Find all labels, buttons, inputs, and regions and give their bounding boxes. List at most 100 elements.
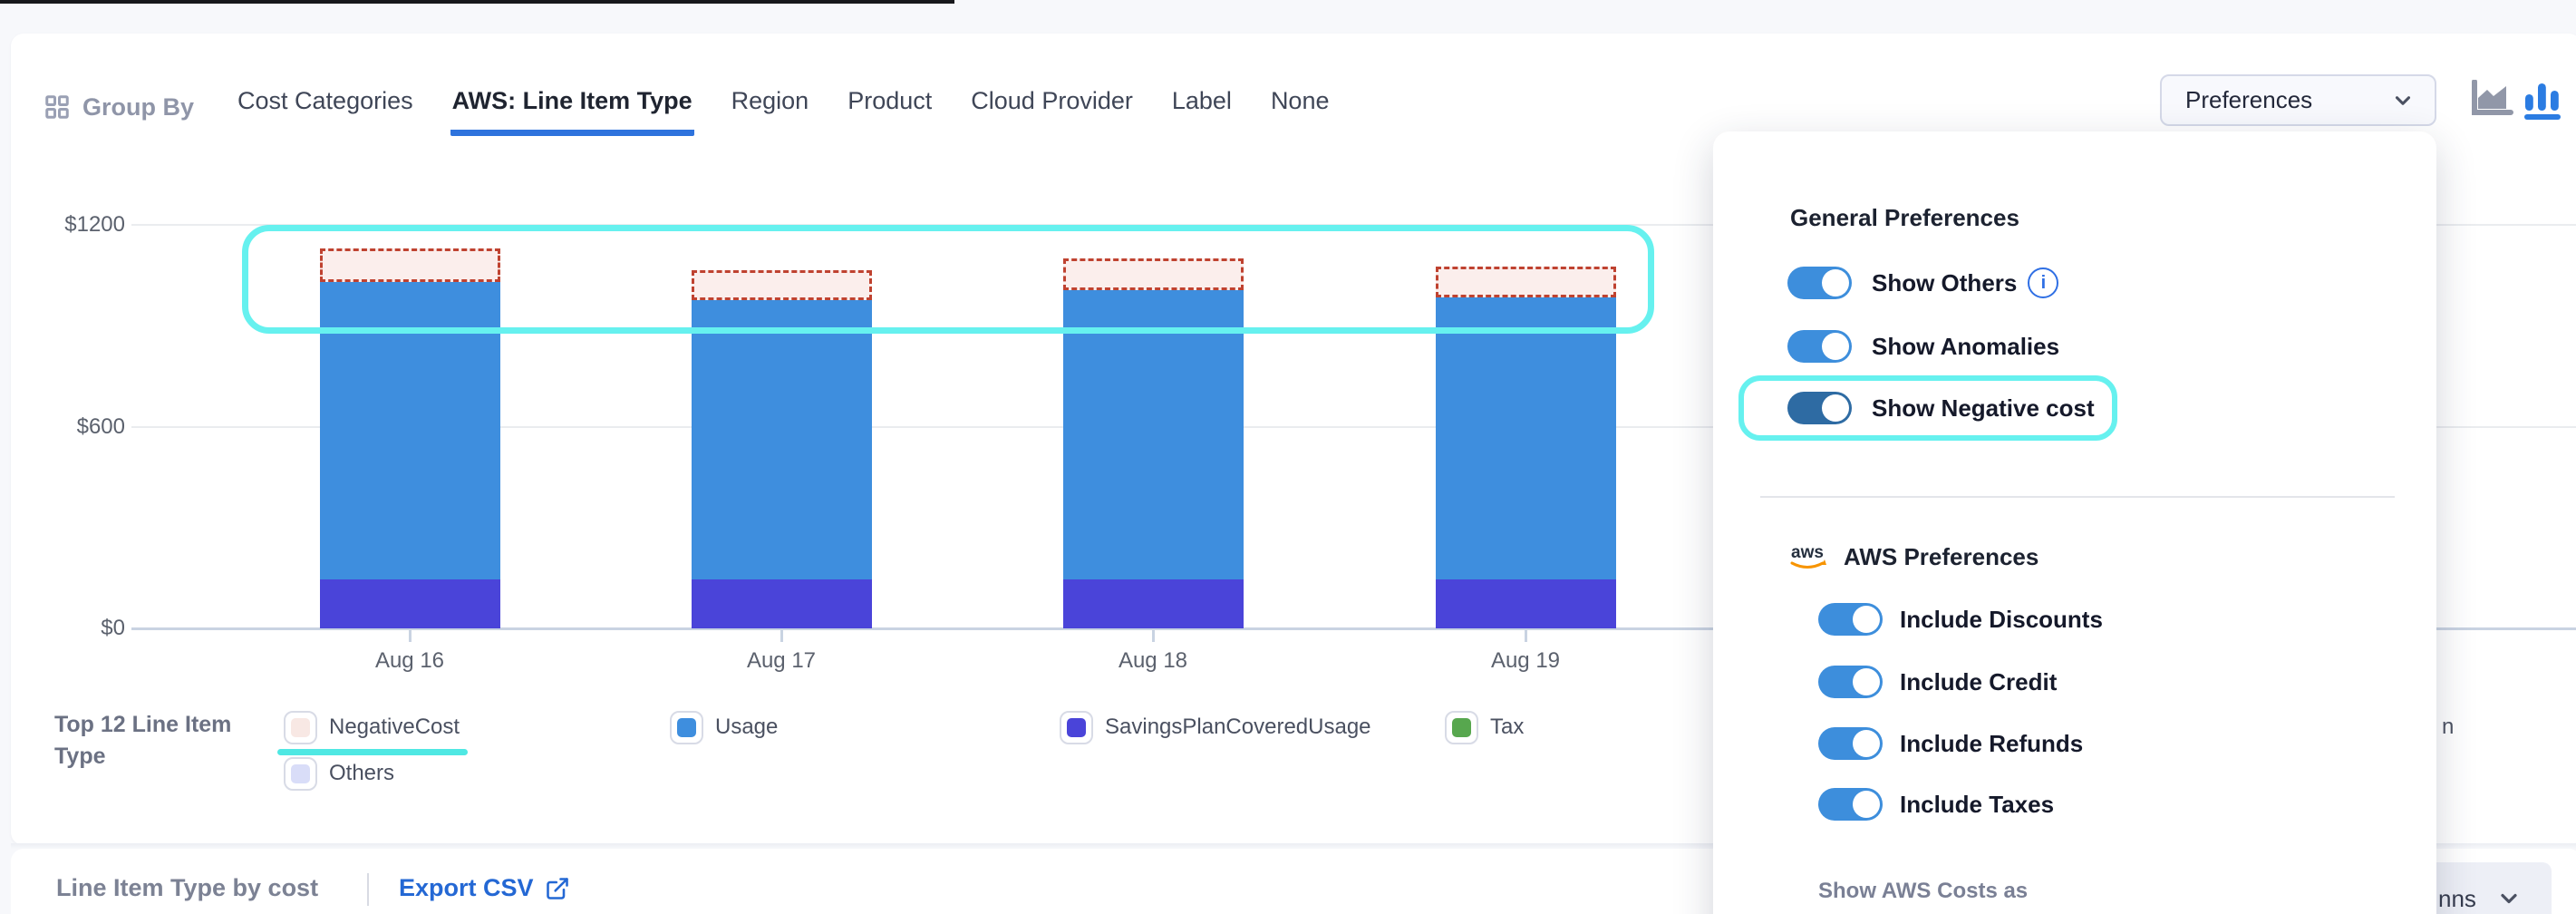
legend-item-usage[interactable]: Usage — [670, 710, 778, 744]
tab-none[interactable]: None — [1270, 87, 1330, 114]
toggle-label-show-negative-cost: Show Negative cost — [1872, 394, 2095, 422]
legend-label: Tax — [1490, 715, 1525, 739]
toggle-row-include-credit[interactable]: Include Credit — [1818, 666, 2057, 698]
toggle-knob — [1822, 394, 1849, 422]
toggle-label-include-refunds: Include Refunds — [1900, 729, 2084, 757]
x-axis-label-aug-18: Aug 18 — [1118, 648, 1188, 673]
chevron-down-icon — [2501, 893, 2517, 904]
toggle-show-anomalies[interactable] — [1787, 330, 1852, 363]
toggle-label-show-anomalies: Show Anomalies — [1872, 332, 2060, 360]
grid-icon — [45, 95, 69, 119]
legend-swatch-savingsplancoveredusage — [1060, 710, 1093, 744]
bar-segment-negativecost-aug-18[interactable] — [1062, 258, 1244, 291]
toggle-knob — [1822, 269, 1849, 297]
y-tick-label: $1200 — [64, 212, 125, 237]
chevron-down-icon — [2395, 95, 2411, 105]
section-title: Line Item Type by cost — [56, 874, 319, 901]
legend-label: NegativeCost — [329, 715, 460, 739]
group-by-row: Group By Cost Categories AWS: Line Item T… — [44, 78, 1331, 136]
svg-text:aws: aws — [1791, 543, 1824, 562]
y-tick-label: $0 — [101, 616, 125, 640]
gridline — [131, 425, 2576, 428]
legend-swatch-usage — [670, 710, 703, 744]
legend-item-others[interactable]: Others — [284, 756, 394, 791]
aws-preferences-header: aws AWS Preferences — [1789, 541, 2039, 572]
x-tick — [780, 629, 783, 642]
show-aws-costs-as-label: Show AWS Costs as — [1818, 879, 2029, 903]
bar-segment-savingsplancoveredusage-aug-16[interactable] — [319, 579, 500, 628]
clipped-legend-label: n — [2442, 715, 2455, 739]
toggle-include-discounts[interactable] — [1818, 603, 1883, 636]
columns-button-label: nns — [2438, 884, 2476, 912]
legend-label: Usage — [715, 715, 779, 739]
footer-separator — [367, 873, 369, 906]
x-tick — [409, 629, 412, 642]
preferences-button[interactable]: Preferences — [2160, 74, 2436, 126]
toggle-row-show-others[interactable]: Show Others i — [1787, 267, 2059, 299]
y-tick-label: $600 — [76, 413, 125, 439]
bar-chart-icon[interactable] — [2523, 80, 2561, 120]
legend-item-negativecost[interactable]: NegativeCost — [284, 710, 460, 744]
toggle-knob — [1853, 606, 1880, 633]
area-chart-icon[interactable] — [2471, 80, 2514, 120]
bar-segment-savingsplancoveredusage-aug-19[interactable] — [1435, 579, 1616, 628]
x-tick — [1525, 629, 1527, 642]
tab-cloud-provider[interactable]: Cloud Provider — [971, 87, 1133, 114]
toggle-label-include-discounts: Include Discounts — [1900, 605, 2103, 633]
panel-divider — [1760, 496, 2395, 498]
bar-segment-usage-aug-16[interactable] — [319, 282, 500, 580]
bar-segment-negativecost-aug-17[interactable] — [691, 270, 872, 301]
bar-segment-savingsplancoveredusage-aug-17[interactable] — [691, 579, 872, 628]
export-csv-link[interactable]: Export CSV — [399, 874, 570, 902]
toggle-knob — [1822, 333, 1849, 360]
legend-item-savingsplancoveredusage[interactable]: SavingsPlanCoveredUsage — [1060, 710, 1371, 744]
legend-item-tax[interactable]: Tax — [1445, 710, 1524, 744]
toggle-row-show-negative-cost[interactable]: Show Negative cost — [1787, 392, 2095, 424]
legend-swatch-negativecost — [284, 710, 317, 744]
info-icon[interactable]: i — [2028, 267, 2059, 298]
toggle-include-refunds[interactable] — [1818, 727, 1883, 760]
aws-logo-icon: aws — [1790, 543, 1826, 569]
toggle-row-include-refunds[interactable]: Include Refunds — [1818, 727, 2083, 760]
general-preferences-title: General Preferences — [1790, 204, 2019, 231]
legend-title-line1: Top 12 Line Item — [54, 712, 232, 737]
toggle-knob — [1853, 668, 1880, 695]
tab-region[interactable]: Region — [731, 87, 809, 114]
legend-swatch-others — [284, 756, 317, 791]
toggle-label-show-others: Show Others — [1872, 268, 2018, 297]
toggle-include-taxes[interactable] — [1818, 788, 1883, 821]
toggle-show-negative-cost[interactable] — [1787, 392, 1852, 424]
tab-aws-line-item-type[interactable]: AWS: Line Item Type — [450, 78, 694, 136]
legend-swatch-tax — [1445, 710, 1478, 744]
x-axis-label-aug-17: Aug 17 — [746, 648, 817, 673]
toggle-show-others[interactable] — [1787, 267, 1852, 299]
preferences-button-label: Preferences — [2185, 86, 2313, 113]
bar-segment-usage-aug-18[interactable] — [1062, 290, 1244, 580]
x-axis-line — [131, 627, 2576, 630]
tab-label[interactable]: Label — [1171, 87, 1232, 114]
toggle-row-show-anomalies[interactable]: Show Anomalies — [1787, 330, 2059, 363]
toggle-row-include-discounts[interactable]: Include Discounts — [1818, 603, 2103, 636]
group-by-text: Group By — [82, 92, 195, 121]
x-axis-label-aug-16: Aug 16 — [374, 648, 445, 673]
toggle-include-credit[interactable] — [1818, 666, 1883, 698]
preferences-panel: General Preferences aws AWS Preferences … — [1713, 131, 2436, 914]
bar-segment-usage-aug-17[interactable] — [691, 300, 872, 580]
legend-title: Top 12 Line Item Type — [54, 709, 231, 773]
legend-label: Others — [329, 761, 395, 785]
card-divider — [11, 843, 2576, 849]
bar-segment-negativecost-aug-16[interactable] — [319, 248, 500, 283]
bar-segment-savingsplancoveredusage-aug-18[interactable] — [1062, 579, 1244, 628]
toggle-row-include-taxes[interactable]: Include Taxes — [1818, 788, 2054, 821]
legend-label: SavingsPlanCoveredUsage — [1105, 715, 1371, 739]
bar-segment-usage-aug-19[interactable] — [1435, 297, 1616, 580]
tab-cost-categories[interactable]: Cost Categories — [237, 87, 413, 114]
x-tick — [1152, 629, 1155, 642]
tab-product[interactable]: Product — [847, 87, 933, 114]
bar-segment-negativecost-aug-19[interactable] — [1435, 267, 1616, 297]
x-axis-label-aug-19: Aug 19 — [1490, 648, 1561, 673]
negativecost-legend-highlight — [277, 749, 468, 755]
toggle-label-include-credit: Include Credit — [1900, 667, 2058, 695]
